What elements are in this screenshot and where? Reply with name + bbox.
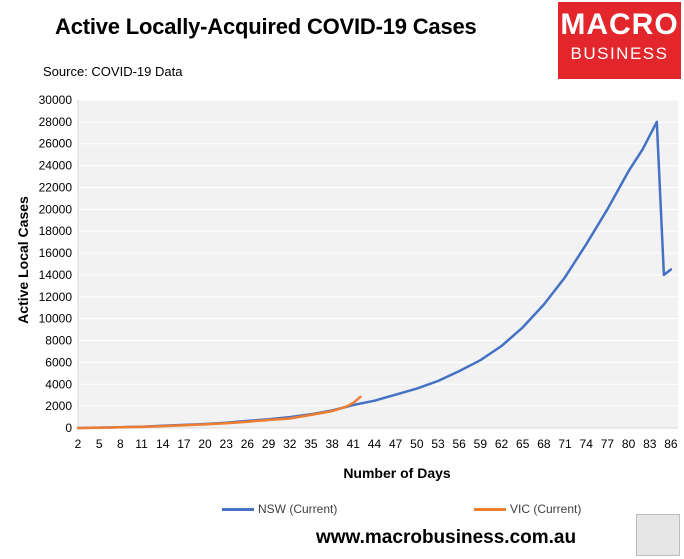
legend-swatch-vic — [474, 507, 506, 511]
x-tick-label: 5 — [96, 437, 103, 451]
y-tick-label: 24000 — [39, 159, 73, 173]
y-tick-label: 4000 — [45, 377, 72, 391]
series-lines — [76, 120, 673, 430]
x-tick-label: 2 — [75, 437, 82, 451]
y-tick-label: 10000 — [39, 312, 73, 326]
y-tick-label: 20000 — [39, 202, 73, 216]
website-url: www.macrobusiness.com.au — [316, 527, 577, 548]
x-tick-label: 29 — [262, 437, 276, 451]
legend-label-nsw: NSW (Current) — [258, 502, 338, 516]
y-tick-label: 0 — [65, 421, 72, 435]
x-tick-label: 32 — [283, 437, 297, 451]
source-note: Source: COVID-19 Data — [43, 64, 183, 79]
x-tick-label: 20 — [198, 437, 212, 451]
plot-area — [78, 100, 678, 428]
legend-label-vic: VIC (Current) — [510, 502, 582, 516]
x-tick-label: 71 — [558, 437, 572, 451]
x-tick-label: 74 — [580, 437, 594, 451]
x-tick-label: 62 — [495, 437, 509, 451]
x-tick-label: 77 — [601, 437, 615, 451]
y-tick-label: 26000 — [39, 137, 73, 151]
y-tick-label: 18000 — [39, 224, 73, 238]
series-line-vic — [76, 395, 362, 430]
gridlines — [78, 99, 678, 407]
x-tick-label: 59 — [474, 437, 488, 451]
x-tick-label: 35 — [304, 437, 318, 451]
y-axis-ticks: 0 2000 4000 6000 8000 10000 12000 14000 16000 180… — [39, 93, 73, 435]
x-tick-label: 53 — [431, 437, 445, 451]
x-tick-label: 41 — [347, 437, 361, 451]
x-axis-ticks: 2 5 8 11 14 17 20 23 26 29 32 35 38 41 44 47 50 53 56 59 62 6… — [75, 437, 678, 451]
x-tick-label: 56 — [452, 437, 466, 451]
y-tick-label: 6000 — [45, 355, 72, 369]
y-tick-label: 8000 — [45, 334, 72, 348]
x-tick-label: 8 — [117, 437, 124, 451]
x-tick-label: 47 — [389, 437, 403, 451]
x-tick-label: 23 — [220, 437, 234, 451]
y-tick-label: 16000 — [39, 246, 73, 260]
x-tick-label: 17 — [177, 437, 191, 451]
logo-text-business: BUSINESS — [570, 44, 669, 63]
y-tick-label: 2000 — [45, 399, 72, 413]
x-tick-label: 50 — [410, 437, 424, 451]
x-tick-label: 14 — [156, 437, 170, 451]
x-tick-label: 68 — [537, 437, 551, 451]
y-tick-label: 28000 — [39, 115, 73, 129]
y-axis-label: Active Local Cases — [15, 196, 31, 324]
x-tick-label: 26 — [241, 437, 255, 451]
macro-business-logo: MACRO BUSINESS — [558, 2, 681, 79]
logo-text-macro: MACRO — [560, 8, 679, 41]
x-tick-label: 11 — [135, 437, 148, 451]
legend-swatch-nsw — [222, 507, 254, 511]
axes — [77, 100, 678, 429]
wolf-logo-icon — [636, 514, 680, 556]
y-tick-label: 22000 — [39, 180, 73, 194]
x-tick-label: 86 — [664, 437, 678, 451]
y-tick-label: 14000 — [39, 268, 73, 282]
y-tick-label: 30000 — [39, 93, 73, 107]
chart-title: Active Locally-Acquired COVID-19 Cases — [55, 14, 477, 39]
x-tick-label: 83 — [643, 437, 657, 451]
y-tick-label: 12000 — [39, 290, 73, 304]
x-tick-label: 65 — [516, 437, 530, 451]
x-axis-label: Number of Days — [343, 465, 451, 481]
x-tick-label: 38 — [325, 437, 339, 451]
legend-item-vic: VIC (Current) — [474, 502, 581, 516]
legend-item-nsw: NSW (Current) — [222, 502, 337, 516]
x-tick-label: 44 — [368, 437, 382, 451]
x-tick-label: 80 — [622, 437, 636, 451]
